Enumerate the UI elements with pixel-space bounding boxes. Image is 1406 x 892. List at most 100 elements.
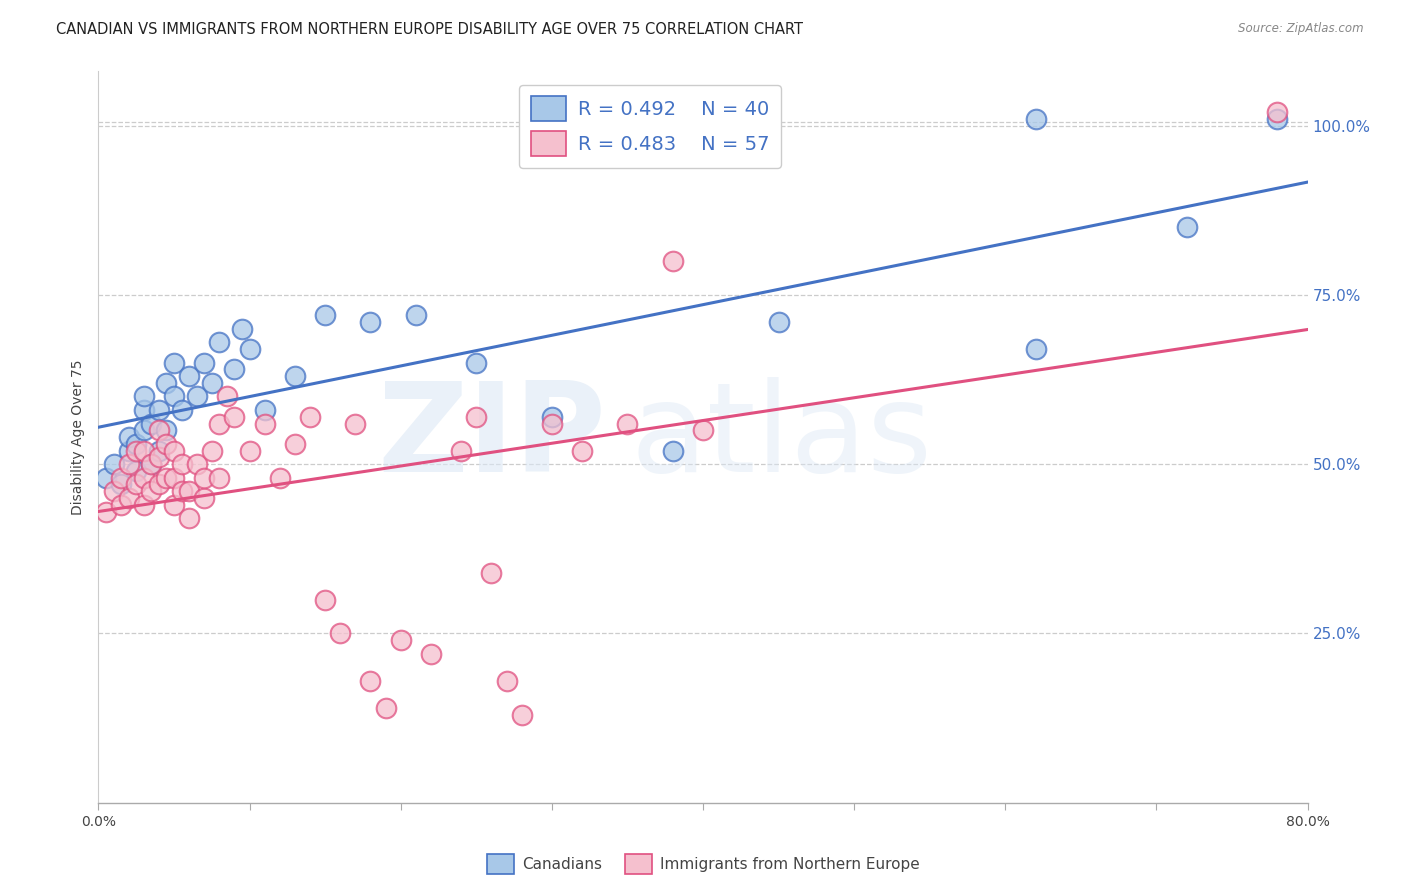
Point [540,409,562,424]
Point [329,626,352,640]
Point [450,443,472,458]
Point [94,505,117,519]
Point [465,409,488,424]
Point [1267,105,1289,120]
Point [132,389,155,403]
Point [132,471,155,485]
Point [103,484,125,499]
Point [186,457,208,471]
Point [269,471,291,485]
Point [1024,342,1046,356]
Point [125,477,148,491]
Point [163,355,186,369]
Point [374,701,396,715]
Point [314,308,336,322]
Point [208,471,231,485]
Point [148,450,170,465]
Point [481,566,503,580]
Point [170,457,193,471]
Point [118,457,141,471]
Point [163,389,186,403]
Point [132,443,155,458]
Point [118,430,141,444]
Y-axis label: Disability Age Over 75: Disability Age Over 75 [72,359,86,515]
Point [253,403,276,417]
Point [94,471,117,485]
Point [465,355,488,369]
Point [314,592,336,607]
Point [148,403,170,417]
Text: atlas: atlas [630,376,932,498]
Point [163,498,186,512]
Point [284,369,307,384]
Point [155,437,177,451]
Point [141,457,163,471]
Point [170,484,193,499]
Point [616,417,638,431]
Point [768,315,790,329]
Point [110,477,132,491]
Legend: Canadians, Immigrants from Northern Europe: Canadians, Immigrants from Northern Euro… [481,848,925,880]
Point [510,707,533,722]
Point [360,315,382,329]
Point [193,355,215,369]
Point [239,443,262,458]
Point [208,417,231,431]
Point [163,443,186,458]
Point [231,322,253,336]
Point [299,409,322,424]
Point [148,477,170,491]
Point [125,443,148,458]
Point [389,633,412,648]
Point [692,423,714,437]
Point [179,511,201,525]
Point [132,403,155,417]
Point [1024,112,1046,126]
Point [201,376,224,390]
Point [110,471,132,485]
Point [163,471,186,485]
Point [141,457,163,471]
Point [155,423,177,437]
Point [170,403,193,417]
Point [215,389,238,403]
Point [253,417,276,431]
Point [405,308,427,322]
Point [1175,220,1198,235]
Text: ZIP: ZIP [378,376,606,498]
Point [360,673,382,688]
Text: CANADIAN VS IMMIGRANTS FROM NORTHERN EUROPE DISABILITY AGE OVER 75 CORRELATION C: CANADIAN VS IMMIGRANTS FROM NORTHERN EUR… [56,22,803,37]
Point [571,443,593,458]
Point [420,647,443,661]
Point [132,423,155,437]
Legend: R = 0.492    N = 40, R = 0.483    N = 57: R = 0.492 N = 40, R = 0.483 N = 57 [519,85,780,168]
Point [540,417,562,431]
Text: Source: ZipAtlas.com: Source: ZipAtlas.com [1239,22,1364,36]
Point [1327,268,1350,282]
Point [495,673,517,688]
Point [141,417,163,431]
Point [193,491,215,505]
Point [155,471,177,485]
Point [125,464,148,478]
Point [224,409,246,424]
Point [224,362,246,376]
Point [179,484,201,499]
Point [148,443,170,458]
Point [661,254,683,268]
Point [132,498,155,512]
Point [125,437,148,451]
Point [661,443,683,458]
Point [148,423,170,437]
Point [155,376,177,390]
Point [344,417,367,431]
Point [208,335,231,350]
Point [1267,112,1289,126]
Point [118,491,141,505]
Point [186,389,208,403]
Point [284,437,307,451]
Point [239,342,262,356]
Point [118,443,141,458]
Point [141,484,163,499]
Point [201,443,224,458]
